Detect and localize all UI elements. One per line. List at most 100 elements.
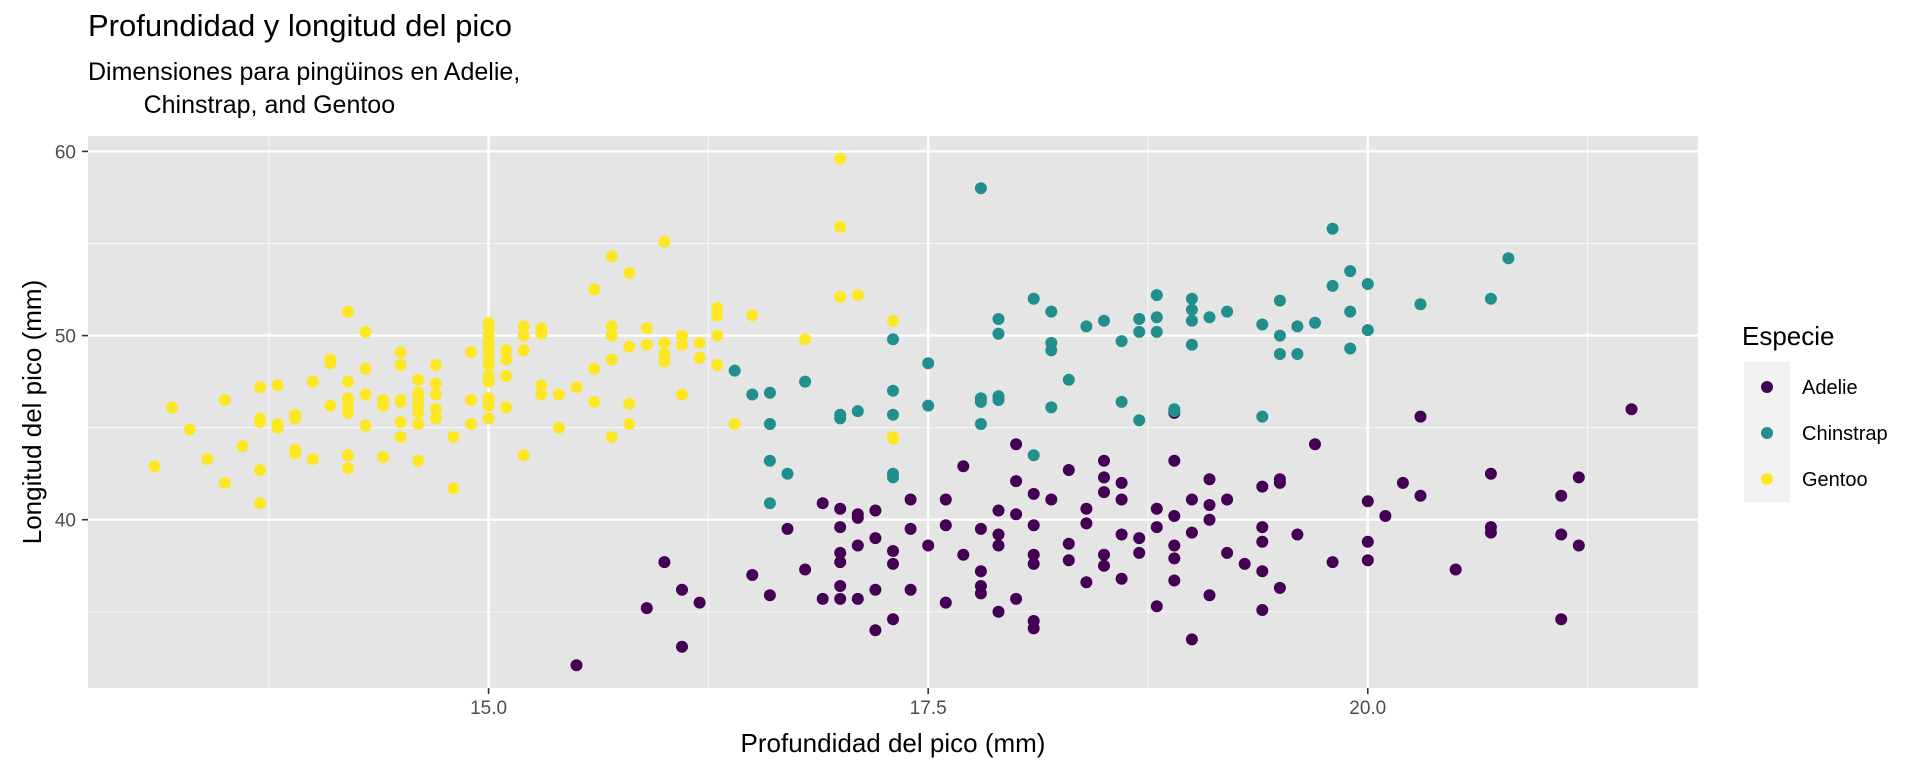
point-gentoo	[728, 418, 741, 430]
point-gentoo	[676, 388, 688, 401]
point-adelie	[834, 592, 847, 605]
point-adelie	[1027, 615, 1040, 627]
point-chinstrap	[1185, 314, 1198, 327]
point-adelie	[1168, 552, 1181, 565]
point-adelie	[570, 659, 583, 672]
legend-title: Especie	[1742, 321, 1835, 351]
point-adelie	[1010, 508, 1023, 521]
point-gentoo	[834, 290, 847, 303]
point-adelie	[1414, 489, 1427, 502]
point-adelie	[1361, 554, 1374, 567]
legend-label-chinstrap: Chinstrap	[1802, 423, 1888, 445]
point-adelie	[1256, 521, 1269, 534]
point-adelie	[869, 624, 882, 637]
y-axis: 40 50 60	[55, 142, 88, 532]
y-tick-label: 60	[55, 142, 76, 163]
point-adelie	[1133, 546, 1146, 559]
point-chinstrap	[974, 182, 987, 195]
point-adelie	[693, 596, 706, 609]
point-gentoo	[271, 379, 284, 392]
point-gentoo	[658, 336, 671, 349]
point-adelie	[1080, 502, 1093, 515]
point-adelie	[1484, 521, 1497, 534]
point-adelie	[1115, 493, 1128, 506]
point-gentoo	[201, 453, 214, 465]
point-adelie	[1168, 510, 1181, 522]
point-gentoo	[412, 406, 425, 419]
point-adelie	[1414, 410, 1427, 423]
point-chinstrap	[1203, 311, 1216, 324]
point-adelie	[1027, 487, 1040, 500]
legend-key-adelie	[1761, 381, 1773, 393]
point-gentoo	[412, 373, 425, 386]
point-gentoo	[324, 399, 337, 412]
point-adelie	[1115, 528, 1128, 541]
point-gentoo	[254, 464, 266, 476]
point-adelie	[1221, 546, 1234, 559]
point-adelie	[992, 605, 1005, 618]
point-gentoo	[517, 449, 530, 462]
legend-key-gentoo	[1761, 473, 1773, 485]
point-gentoo	[359, 419, 372, 432]
point-chinstrap	[887, 333, 899, 346]
point-gentoo	[711, 359, 724, 371]
point-gentoo	[658, 235, 671, 248]
point-gentoo	[623, 418, 636, 430]
point-adelie	[851, 539, 864, 552]
point-adelie	[957, 460, 970, 473]
x-tick-label: 17.5	[910, 698, 947, 719]
point-adelie	[1010, 475, 1023, 488]
point-gentoo	[588, 283, 601, 296]
point-gentoo	[605, 329, 618, 342]
point-gentoo	[465, 346, 477, 359]
point-chinstrap	[922, 399, 935, 412]
point-gentoo	[465, 394, 477, 406]
point-adelie	[1150, 502, 1163, 515]
point-chinstrap	[974, 395, 987, 408]
point-chinstrap	[974, 418, 987, 430]
point-adelie	[992, 539, 1005, 552]
point-chinstrap	[1098, 314, 1110, 327]
point-adelie	[1098, 471, 1110, 484]
point-gentoo	[377, 451, 390, 464]
point-adelie	[1396, 476, 1409, 489]
legend-key-chinstrap	[1761, 427, 1773, 439]
point-gentoo	[324, 357, 337, 370]
point-chinstrap	[1344, 305, 1357, 318]
point-adelie	[1185, 633, 1198, 646]
point-adelie	[1203, 589, 1216, 602]
point-chinstrap	[887, 384, 899, 397]
point-chinstrap	[1185, 338, 1198, 351]
point-chinstrap	[1361, 324, 1374, 337]
legend-items: Adelie Chinstrap Gentoo	[1761, 377, 1888, 491]
point-chinstrap	[1414, 298, 1427, 311]
point-adelie	[887, 545, 899, 557]
point-adelie	[1572, 471, 1585, 484]
point-chinstrap	[887, 408, 899, 421]
point-chinstrap	[1080, 320, 1093, 333]
y-tick-label: 50	[55, 327, 76, 348]
point-adelie	[1203, 499, 1216, 511]
point-chinstrap	[763, 418, 776, 430]
point-adelie	[1010, 438, 1023, 451]
point-adelie	[1449, 563, 1462, 576]
point-adelie	[1010, 592, 1023, 605]
point-gentoo	[552, 388, 565, 401]
point-chinstrap	[1273, 329, 1286, 342]
point-gentoo	[535, 388, 548, 401]
point-adelie	[1238, 557, 1251, 570]
x-axis-title: Profundidad del pico (mm)	[741, 728, 1046, 758]
point-chinstrap	[763, 497, 776, 510]
point-adelie	[1361, 535, 1374, 548]
point-chinstrap	[1062, 373, 1075, 386]
point-gentoo	[623, 340, 636, 353]
point-gentoo	[623, 397, 636, 410]
point-adelie	[658, 556, 671, 569]
point-gentoo	[605, 353, 618, 366]
point-gentoo	[218, 394, 231, 406]
point-adelie	[1027, 548, 1040, 561]
point-adelie	[781, 522, 794, 535]
point-chinstrap	[1150, 325, 1163, 338]
point-gentoo	[517, 320, 530, 333]
point-chinstrap	[834, 412, 847, 425]
